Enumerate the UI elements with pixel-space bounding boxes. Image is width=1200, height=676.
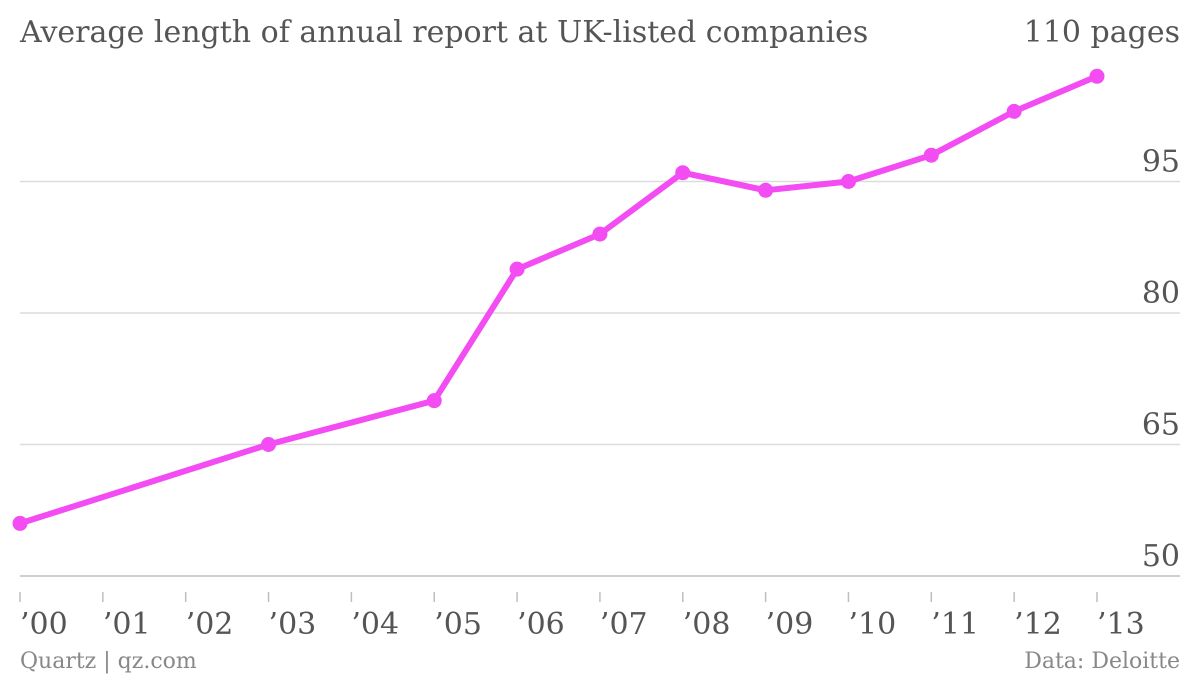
x-tick-label: ’13 [1097,607,1145,642]
data-point [12,515,28,531]
x-tick-label: ’11 [931,607,979,642]
data-point [840,174,856,189]
x-tick-label: ’07 [600,607,648,642]
source-left: Quartz | qz.com [20,649,197,674]
y-tick-label: 95 [1142,145,1180,180]
x-tick-label: ’08 [683,607,731,642]
x-tick-label: ’00 [20,607,68,642]
x-tick-label: ’06 [517,607,565,642]
series-line [17,73,1100,527]
data-point [675,165,691,181]
data-point [923,147,939,163]
data-point [1089,68,1105,84]
chart-title: Average length of annual report at UK-li… [19,15,868,50]
x-tick-label: ’02 [186,607,234,642]
x-tick-label: ’12 [1014,607,1062,642]
data-points [12,68,1105,531]
grid-lines [20,180,1180,577]
x-tick-label: ’04 [351,607,399,642]
x-tick-label: ’09 [766,607,814,642]
y-tick-label: 50 [1142,539,1180,574]
data-point [426,393,442,409]
y-tick-labels: 50 65 80 95 [1142,145,1180,575]
x-tick-label: ’05 [434,607,482,642]
data-point [592,226,608,242]
y-tick-label: 65 [1142,408,1180,443]
data-point [261,437,277,452]
data-point [758,182,774,198]
source-right: Data: Deloitte [1024,649,1180,674]
y-tick-label: 80 [1142,276,1180,311]
data-point [509,261,525,277]
y-unit-label: 110 pages [1024,15,1180,50]
x-tick-label: ’10 [848,607,896,642]
x-axis: ’00 ’01 ’02 ’03 ’04 ’05 ’06 ’07 ’08 ’09 ’10 ’11 ’12 ’… [19,592,1145,642]
x-tick-label: ’03 [269,607,317,642]
data-point [1006,103,1022,119]
x-tick-label: ’01 [103,607,151,642]
